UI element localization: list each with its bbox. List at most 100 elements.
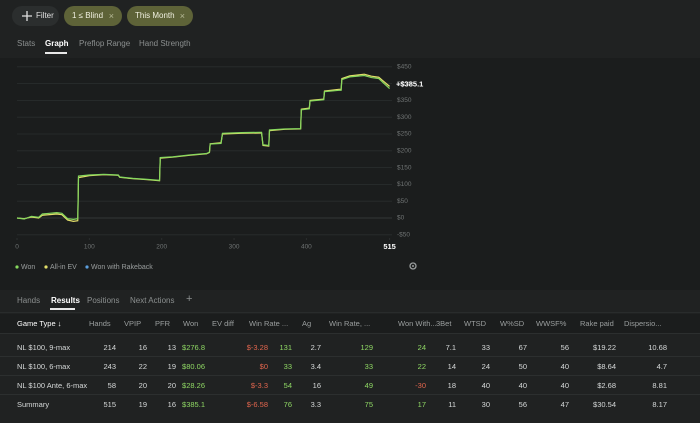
table-cell: 11 [448, 400, 456, 409]
table-cell: $276.8 [182, 343, 205, 352]
table-cell: $30.54 [593, 400, 616, 409]
series-line [16, 73, 390, 222]
filter-chip[interactable]: This Month × [127, 6, 193, 26]
table-cell: 243 [103, 362, 116, 371]
table-cell: $-3.28 [246, 343, 268, 352]
tab[interactable]: Hands [17, 296, 41, 305]
tab[interactable]: Hand Strength [139, 39, 191, 48]
filter-label: Filter [36, 11, 54, 20]
table-cell: 33 [364, 362, 373, 371]
table-cell: 75 [364, 400, 373, 409]
legend-dot [44, 265, 48, 269]
table-cell: 515 [103, 400, 116, 409]
column-header[interactable]: Rake paid [580, 319, 614, 328]
divider [0, 312, 700, 313]
column-header[interactable]: Won [183, 319, 199, 328]
x-tick-label: 400 [301, 244, 312, 251]
y-tick-label: $200 [397, 148, 412, 155]
table-cell: 33 [283, 362, 292, 371]
table-cell: $2.68 [597, 381, 616, 390]
table-cell: $28.26 [182, 381, 205, 390]
table-cell: 49 [364, 381, 373, 390]
active-tab-underline [45, 52, 67, 54]
table-cell: 3.3 [310, 400, 321, 409]
column-header[interactable]: WWSF% [536, 319, 567, 328]
y-tick-label: $250 [397, 131, 412, 138]
table-cell: 22 [138, 362, 147, 371]
column-header[interactable]: VPIP [124, 319, 142, 328]
table-cell: 2.7 [310, 343, 321, 352]
chart-panel [0, 58, 700, 290]
column-header[interactable]: Game Type ↓ [17, 319, 62, 328]
chip-label: This Month [135, 11, 175, 20]
chip-remove[interactable]: × [179, 11, 185, 21]
table-cell: 24 [417, 343, 426, 352]
table-cell: 16 [138, 343, 147, 352]
table-cell: $8.64 [597, 362, 616, 371]
series-line [16, 74, 391, 220]
column-header[interactable]: Win Rate, ... [329, 319, 371, 328]
column-header[interactable]: W%SD [500, 319, 525, 328]
table-cell: 3.4 [310, 362, 321, 371]
table-cell: 24 [481, 362, 490, 371]
chart: -$50 $0 $50 $100 $150 $200 $250 $300 $350 $400 $45… [15, 64, 423, 271]
table-cell: Summary [17, 400, 50, 409]
column-header[interactable]: PFR [155, 319, 170, 328]
table-cell: 19 [138, 400, 147, 409]
table-cell: 76 [283, 400, 292, 409]
tab[interactable]: Preflop Range [79, 39, 131, 48]
row-divider [0, 356, 700, 357]
filter-chip[interactable]: 1 ≤ Blind × [64, 6, 122, 26]
table-cell: $385.1 [182, 400, 205, 409]
table-cell: 40 [560, 381, 569, 390]
table-cell: 30 [481, 400, 490, 409]
table-cell: 40 [481, 381, 490, 390]
table-cell: $19.22 [593, 343, 616, 352]
header-row-bg [0, 314, 700, 333]
column-header[interactable]: EV diff [212, 319, 234, 328]
chip-remove[interactable]: × [108, 11, 114, 21]
filter-button[interactable]: Filter [12, 6, 59, 26]
table-cell: 16 [312, 381, 321, 390]
column-header[interactable]: Dispersio... [624, 319, 662, 328]
tab[interactable]: Results [51, 296, 80, 305]
table-cell: 10.68 [648, 343, 667, 352]
table-cell: 50 [518, 362, 527, 371]
table-cell: 214 [103, 343, 116, 352]
table-cell: NL $100 Ante, 6-max [17, 381, 88, 390]
row-divider [0, 394, 700, 395]
y-tick-label: $50 [397, 198, 408, 205]
table-cell: 19 [167, 362, 176, 371]
x-tick-label: 200 [156, 244, 167, 251]
table-cell: 16 [167, 400, 176, 409]
x-tick-label: 100 [84, 244, 95, 251]
table-cell: 8.17 [652, 400, 667, 409]
tab[interactable]: Stats [17, 39, 36, 48]
table-cell: 54 [283, 381, 292, 390]
legend-label: All-in EV [50, 264, 77, 271]
table-cell: 47 [560, 400, 569, 409]
legend-label: Won [21, 264, 35, 271]
column-header[interactable]: Hands [89, 319, 111, 328]
column-header[interactable]: 3Bet [436, 319, 452, 328]
table-cell: 22 [417, 362, 426, 371]
table-cell: -30 [415, 381, 426, 390]
tab[interactable]: Graph [45, 39, 69, 48]
tab[interactable]: Positions [87, 296, 120, 305]
column-header[interactable]: Ag [302, 319, 312, 328]
table-cell: $80.06 [182, 362, 205, 371]
table-cell: 8.81 [652, 381, 667, 390]
add-tab[interactable]: + [186, 293, 193, 305]
chip-label: 1 ≤ Blind [72, 11, 104, 20]
column-header[interactable]: Won With... [398, 319, 437, 328]
column-header[interactable]: WTSD [464, 319, 487, 328]
table-cell: 17 [417, 400, 426, 409]
column-header[interactable]: Win Rate ... [249, 319, 289, 328]
tab[interactable]: Next Actions [130, 296, 175, 305]
table-cell: 40 [560, 362, 569, 371]
y-tick-label: -$50 [397, 232, 410, 239]
table-cell: 4.7 [656, 362, 667, 371]
settings-icon[interactable] [409, 262, 417, 270]
active-tab-underline [50, 308, 75, 310]
